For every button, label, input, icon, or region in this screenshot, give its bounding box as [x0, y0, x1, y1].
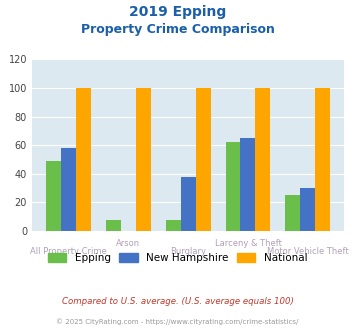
Bar: [46, 161, 61, 231]
Bar: [181, 177, 196, 231]
Bar: [76, 88, 91, 231]
Bar: [240, 138, 255, 231]
Text: Property Crime Comparison: Property Crime Comparison: [81, 23, 274, 36]
Bar: [300, 188, 315, 231]
Text: Burglary: Burglary: [170, 247, 206, 256]
Bar: [285, 195, 300, 231]
Bar: [315, 88, 330, 231]
Text: Compared to U.S. average. (U.S. average equals 100): Compared to U.S. average. (U.S. average …: [61, 297, 294, 306]
Bar: [61, 148, 76, 231]
Text: Larceny & Theft: Larceny & Theft: [214, 239, 282, 248]
Bar: [255, 88, 271, 231]
Bar: [166, 219, 181, 231]
Bar: [136, 88, 151, 231]
Bar: [196, 88, 211, 231]
Text: © 2025 CityRating.com - https://www.cityrating.com/crime-statistics/: © 2025 CityRating.com - https://www.city…: [56, 318, 299, 325]
Bar: [225, 142, 240, 231]
Text: 2019 Epping: 2019 Epping: [129, 5, 226, 19]
Bar: [106, 219, 121, 231]
Text: Motor Vehicle Theft: Motor Vehicle Theft: [267, 247, 349, 256]
Text: All Property Crime: All Property Crime: [30, 247, 107, 256]
Text: Arson: Arson: [116, 239, 141, 248]
Legend: Epping, New Hampshire, National: Epping, New Hampshire, National: [43, 248, 312, 267]
